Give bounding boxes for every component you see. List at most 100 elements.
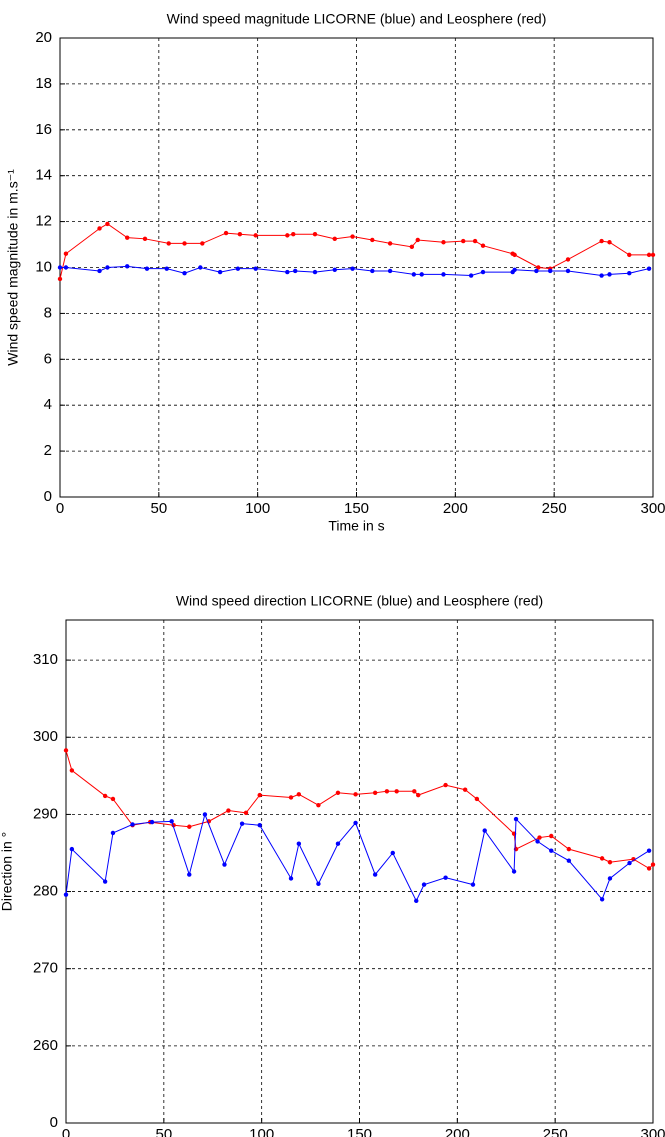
- data-point: [441, 240, 446, 245]
- data-point: [548, 268, 553, 274]
- x-tick-label: 200: [445, 1126, 470, 1137]
- chart-title: Wind speed magnitude LICORNE (blue) and …: [167, 11, 547, 27]
- data-point: [350, 234, 355, 239]
- data-point: [125, 235, 130, 240]
- data-point: [253, 266, 258, 271]
- data-point: [253, 233, 258, 238]
- x-tick-label: 50: [155, 1126, 172, 1137]
- data-point: [566, 846, 572, 852]
- data-point: [335, 841, 341, 846]
- data-point: [394, 789, 399, 794]
- y-tick-label: 14: [35, 167, 52, 184]
- y-axis-label: Direction in °: [0, 832, 15, 912]
- data-point: [565, 268, 571, 274]
- data-point: [549, 848, 554, 853]
- data-point: [474, 796, 480, 802]
- data-point: [257, 823, 262, 828]
- x-tick-label: 100: [249, 1126, 274, 1137]
- data-point: [285, 233, 290, 238]
- y-tick-label: 18: [35, 75, 52, 92]
- data-point: [412, 789, 417, 794]
- data-point: [217, 269, 223, 275]
- y-tick-label: 6: [44, 350, 52, 367]
- data-point: [607, 240, 612, 245]
- data-point: [421, 882, 427, 887]
- data-point: [646, 252, 652, 258]
- data-point: [200, 241, 205, 246]
- data-point: [182, 241, 187, 246]
- data-point: [243, 810, 249, 816]
- y-tick-label: 0: [50, 1114, 58, 1131]
- data-point: [332, 267, 337, 272]
- data-point: [650, 862, 656, 867]
- x-tick-label: 0: [56, 500, 64, 517]
- data-point: [566, 858, 572, 863]
- data-point: [627, 860, 632, 866]
- data-point: [332, 236, 337, 242]
- data-point: [441, 272, 446, 277]
- data-point: [288, 876, 294, 881]
- data-point: [387, 268, 393, 274]
- data-point: [353, 820, 358, 826]
- data-point: [472, 238, 478, 244]
- data-point: [144, 266, 150, 271]
- y-tick-label: 2: [44, 442, 52, 459]
- x-axis-label: Time in s: [328, 518, 384, 534]
- data-point: [468, 273, 474, 278]
- data-point: [599, 897, 605, 902]
- x-tick-label: 250: [543, 1126, 568, 1137]
- data-point: [69, 846, 75, 852]
- data-point: [312, 269, 318, 275]
- data-point: [222, 862, 227, 867]
- x-tick-label: 200: [443, 500, 468, 517]
- data-point: [296, 841, 302, 846]
- data-point: [239, 821, 245, 826]
- data-point: [462, 787, 468, 792]
- data-point: [237, 232, 243, 237]
- y-tick-label: 0: [44, 488, 52, 505]
- data-point: [535, 839, 540, 844]
- data-point: [57, 276, 63, 282]
- data-point: [350, 266, 355, 271]
- data-point: [565, 257, 571, 262]
- data-point: [443, 875, 448, 880]
- data-point: [415, 237, 420, 243]
- data-point: [480, 243, 486, 248]
- data-point: [169, 819, 174, 824]
- data-point: [182, 271, 187, 276]
- data-point: [627, 271, 632, 276]
- data-point: [607, 860, 613, 865]
- data-point: [353, 792, 358, 797]
- data-point: [63, 748, 69, 753]
- data-point: [411, 272, 417, 277]
- x-tick-label: 0: [62, 1126, 70, 1137]
- data-point: [416, 792, 421, 798]
- data-point: [69, 768, 75, 773]
- data-point: [110, 830, 116, 836]
- data-point: [370, 268, 375, 274]
- data-point: [223, 230, 229, 236]
- data-point: [293, 268, 298, 274]
- data-point: [335, 790, 341, 796]
- data-point: [599, 238, 604, 244]
- data-point: [288, 795, 294, 800]
- data-point: [296, 792, 302, 797]
- data-point: [187, 872, 192, 877]
- data-point: [549, 833, 554, 839]
- data-point: [372, 872, 378, 877]
- data-point: [607, 876, 613, 881]
- series-line: [65, 812, 650, 902]
- data-point: [627, 252, 632, 258]
- y-tick-label: 20: [35, 29, 52, 46]
- data-point: [285, 269, 290, 275]
- data-point: [198, 265, 203, 270]
- data-point: [646, 848, 652, 853]
- data-point: [102, 879, 108, 884]
- data-point: [372, 790, 378, 796]
- data-point: [537, 835, 542, 840]
- y-tick-label: 4: [44, 396, 52, 413]
- data-point: [105, 221, 110, 227]
- data-point: [312, 232, 318, 237]
- data-point: [646, 866, 652, 871]
- data-point: [390, 850, 395, 856]
